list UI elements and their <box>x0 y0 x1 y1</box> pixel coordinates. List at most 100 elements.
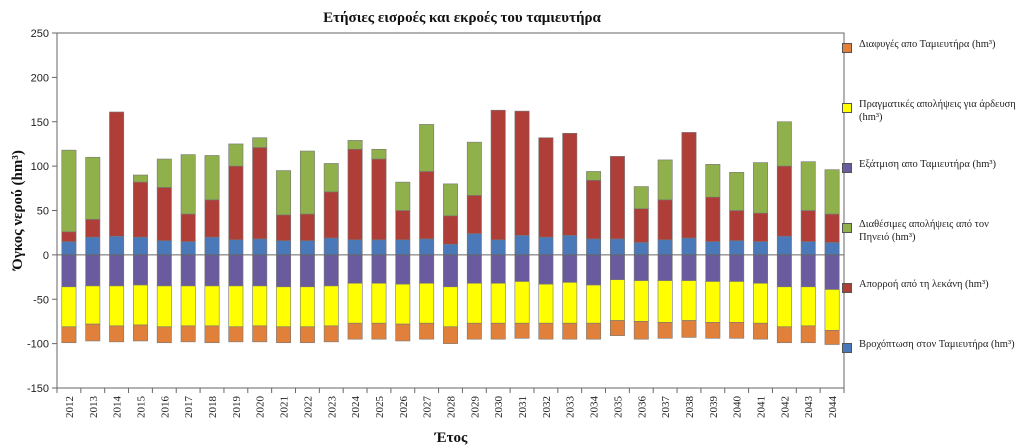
bar-segment <box>466 233 482 256</box>
bar-segment <box>419 254 435 284</box>
bar-segment <box>228 239 244 256</box>
legend-swatch <box>842 283 852 293</box>
bar-segment <box>562 254 578 283</box>
bar-segment <box>490 239 506 256</box>
x-tick-label: 2044 <box>827 396 839 419</box>
bar-segment <box>419 124 435 172</box>
chart-title: Ετήσιες εισροές και εκροές του ταμιευτήρ… <box>323 10 601 26</box>
bar-segment <box>180 154 196 215</box>
bar-segment <box>347 282 363 324</box>
bar-segment <box>299 150 315 215</box>
bar-segment <box>156 187 172 241</box>
bar-segment <box>729 254 745 282</box>
bar-segment <box>180 241 196 256</box>
x-tick-label: 2012 <box>64 396 76 418</box>
bar-segment <box>657 254 673 281</box>
bar-segment <box>299 326 315 344</box>
x-tick-label: 2039 <box>708 396 720 419</box>
bar-segment <box>133 181 148 238</box>
bar-segment <box>371 282 387 324</box>
bar-segment <box>562 322 578 340</box>
bar-segment <box>705 322 721 339</box>
bar-segment <box>61 241 77 256</box>
bar-segment <box>514 254 530 282</box>
bar-segment <box>466 195 482 234</box>
bar-segment <box>562 132 578 236</box>
bar-segment <box>61 326 77 344</box>
bar-segment <box>514 110 530 236</box>
bar-segment <box>228 143 244 167</box>
bar-segment <box>323 163 339 193</box>
bar-segment <box>824 289 840 331</box>
bar-segment <box>824 254 840 290</box>
x-tick-label: 2013 <box>88 396 100 419</box>
bar-segment <box>800 286 816 327</box>
bar-segment <box>633 254 649 281</box>
bar-segment <box>586 238 602 256</box>
bar-segment <box>776 286 792 328</box>
bar-segment <box>204 285 220 327</box>
x-tick-label: 2032 <box>541 396 553 418</box>
bar-segment <box>419 322 435 340</box>
x-tick-label: 2017 <box>183 396 195 419</box>
x-tick-label: 2015 <box>135 396 147 419</box>
bar-segment <box>443 254 458 288</box>
bar-segment <box>633 242 649 256</box>
bar-segment <box>109 285 125 327</box>
bar-segment <box>705 164 721 198</box>
bar-segment <box>276 286 292 328</box>
bar-segment <box>466 141 482 196</box>
bar-segment <box>252 238 268 256</box>
bar-segment <box>204 199 220 238</box>
bar-segment <box>586 171 602 181</box>
bar-segment <box>109 235 125 256</box>
bar-segment <box>85 254 101 287</box>
legend-swatch <box>842 43 852 53</box>
legend-swatch <box>842 223 852 233</box>
bar-segment <box>538 137 554 238</box>
bar-segment <box>180 254 196 287</box>
bar-segment <box>133 324 148 342</box>
bar-segment <box>180 285 196 327</box>
bar-segment <box>156 326 172 344</box>
y-tick-label: -150 <box>27 383 49 395</box>
x-tick-label: 2031 <box>517 396 529 418</box>
bar-segment <box>85 236 101 256</box>
bar-segment <box>657 199 673 241</box>
bar-segment <box>109 111 125 237</box>
legend-swatch <box>842 103 852 113</box>
bar-segment <box>371 148 387 160</box>
bar-segment <box>538 254 554 285</box>
y-tick-label: 0 <box>43 250 49 262</box>
bar-segment <box>204 325 220 344</box>
bar-segment <box>609 320 625 336</box>
bar-segment <box>681 320 697 338</box>
bar-segment <box>800 254 816 288</box>
bar-segment <box>299 286 315 328</box>
bar-segment <box>443 215 458 245</box>
bar-segment <box>85 285 101 325</box>
bar-segment <box>133 284 148 326</box>
bar-segment <box>252 285 268 327</box>
x-tick-label: 2022 <box>302 396 314 418</box>
x-tick-label: 2018 <box>207 396 219 419</box>
bar-segment <box>705 196 721 242</box>
bar-segment <box>705 254 721 282</box>
bar-segment <box>681 237 697 256</box>
bar-segment <box>824 213 840 243</box>
legend-label: Πραγματικές απολήψεις για άρδευση (hm³) <box>859 99 1016 123</box>
legend-swatch <box>842 163 852 173</box>
bar-segment <box>657 322 673 339</box>
bar-segment <box>419 282 435 324</box>
bar-segment <box>133 174 148 183</box>
bar-segment <box>633 280 649 322</box>
bar-segment <box>586 322 602 340</box>
bar-segment <box>133 236 148 256</box>
bar-segment <box>85 323 101 342</box>
bar-segment <box>371 158 387 241</box>
bar-segment <box>371 239 387 256</box>
bar-segment <box>490 254 506 284</box>
bar-segment <box>609 254 625 281</box>
bar-segment <box>204 254 220 287</box>
